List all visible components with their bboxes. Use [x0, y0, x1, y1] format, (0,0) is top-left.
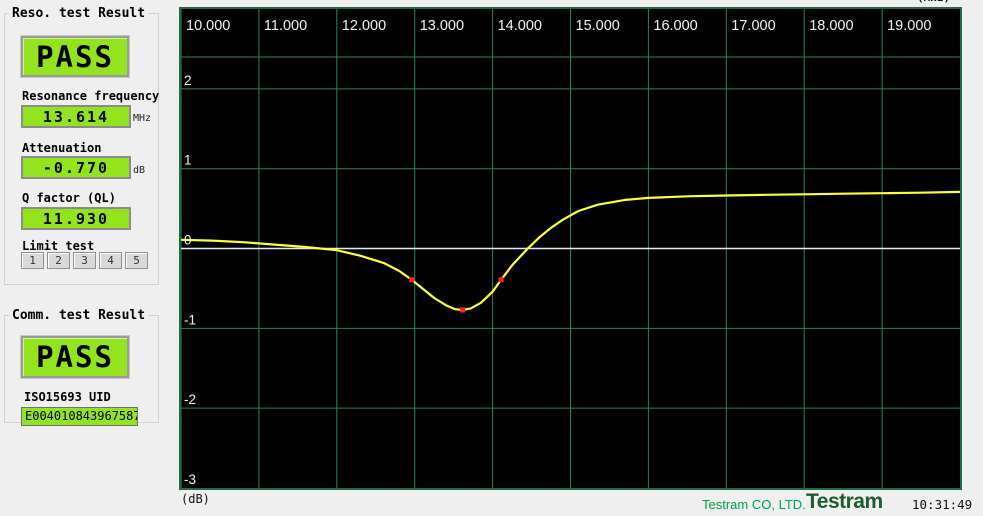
svg-text:18.000: 18.000: [809, 18, 853, 34]
svg-text:-1: -1: [184, 312, 196, 327]
attenuation-value: -0.770: [21, 156, 131, 179]
attenuation-unit: dB: [133, 165, 146, 176]
svg-text:10.000: 10.000: [186, 18, 230, 34]
resonance-curve-chart: 10.000 11.000 12.000 13.000 14.000 15.000 16.0…: [179, 7, 962, 490]
testram-logo: Testram: [806, 490, 883, 513]
svg-text:2: 2: [184, 73, 192, 88]
limit-test-buttons: 1 2 3 4 5: [21, 252, 148, 269]
svg-text:11.000: 11.000: [264, 18, 307, 34]
iso15693-uid-label: ISO15693 UID: [24, 390, 111, 404]
company-name-text: Testram CO, LTD.: [702, 497, 806, 512]
reso-group-title: Reso. test Result: [12, 6, 146, 21]
comm-group-title: Comm. test Result: [12, 308, 146, 323]
attenuation-label: Attenuation: [22, 141, 102, 155]
q-factor-label: Q factor (QL): [22, 191, 116, 205]
svg-text:15.000: 15.000: [576, 18, 620, 34]
clock-display: 10:31:49: [912, 497, 973, 512]
chart-canvas: 10.000 11.000 12.000 13.000 14.000 15.000 16.0…: [181, 9, 960, 488]
comm-result-indicator: PASS: [21, 336, 129, 378]
svg-text:17.000: 17.000: [731, 18, 775, 34]
svg-text:16.000: 16.000: [653, 18, 697, 34]
svg-text:-2: -2: [184, 392, 196, 407]
iso15693-uid-value: E004010843967587: [21, 407, 138, 426]
svg-text:-3: -3: [184, 472, 196, 487]
resonance-frequency-label: Resonance frequency: [22, 89, 160, 103]
reso-test-group: Reso. test Result PASS Resonance frequen…: [4, 6, 159, 285]
svg-text:19.000: 19.000: [887, 18, 931, 34]
comm-test-group: Comm. test Result PASS ISO15693 UID E004…: [4, 308, 159, 426]
limit-test-button-5[interactable]: 5: [125, 252, 148, 269]
svg-text:12.000: 12.000: [342, 18, 386, 34]
limit-test-button-1[interactable]: 1: [21, 252, 44, 269]
limit-test-button-4[interactable]: 4: [99, 252, 122, 269]
y-axis-unit-label: (dB): [181, 492, 210, 506]
limit-test-button-3[interactable]: 3: [73, 252, 96, 269]
svg-text:13.000: 13.000: [420, 18, 464, 34]
q-factor-value: 11.930: [21, 207, 131, 230]
reso-result-indicator: PASS: [21, 36, 129, 77]
limit-test-label: Limit test: [22, 239, 95, 253]
resonance-frequency-value: 13.614: [21, 105, 131, 128]
x-axis-unit-label: (MHz): [917, 0, 950, 4]
svg-text:1: 1: [184, 153, 192, 168]
limit-test-button-2[interactable]: 2: [47, 252, 70, 269]
resonance-frequency-unit: MHz: [133, 113, 152, 124]
svg-text:14.000: 14.000: [498, 18, 542, 34]
